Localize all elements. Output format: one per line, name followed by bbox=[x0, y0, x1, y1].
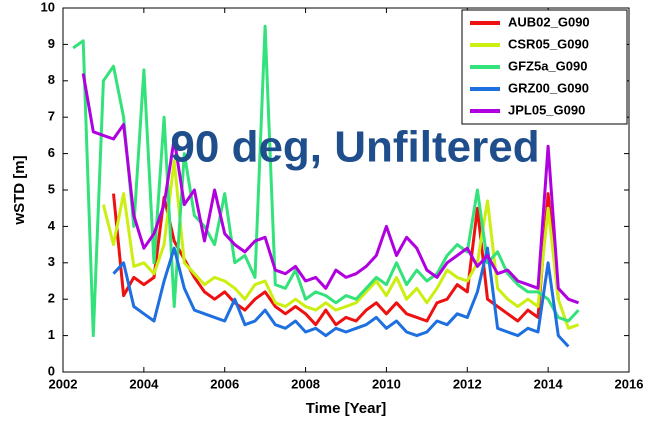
x-tick-label: 2008 bbox=[291, 376, 320, 391]
series-line bbox=[112, 246, 570, 348]
y-tick-label: 1 bbox=[48, 327, 55, 342]
y-tick-label: 2 bbox=[48, 291, 55, 306]
x-tick-label: 2010 bbox=[372, 376, 401, 391]
x-tick-label: 2012 bbox=[453, 376, 482, 391]
x-tick-label: 2006 bbox=[210, 376, 239, 391]
series-line bbox=[101, 159, 580, 330]
y-tick-label: 0 bbox=[48, 363, 55, 378]
legend-label: AUB02_G090 bbox=[508, 14, 590, 29]
y-tick-label: 8 bbox=[48, 72, 55, 87]
chart-title: 90 deg, Unfiltered bbox=[170, 123, 539, 172]
y-tick-label: 3 bbox=[48, 254, 55, 269]
y-tick-label: 5 bbox=[48, 181, 55, 196]
x-tick-label: 2014 bbox=[534, 376, 564, 391]
x-tick-label: 2016 bbox=[615, 376, 644, 391]
y-tick-label: 6 bbox=[48, 145, 55, 160]
y-tick-label: 10 bbox=[41, 0, 55, 14]
legend-label: GFZ5a_G090 bbox=[508, 58, 588, 73]
y-axis-label: wSTD [m] bbox=[11, 155, 28, 225]
legend-label: JPL05_G090 bbox=[508, 102, 585, 117]
legend-label: CSR05_G090 bbox=[508, 36, 589, 51]
x-tick-label: 2004 bbox=[129, 376, 159, 391]
legend-label: GRZ00_G090 bbox=[508, 80, 589, 95]
series-line bbox=[72, 24, 580, 338]
series-line bbox=[81, 73, 580, 305]
x-tick-label: 2002 bbox=[49, 376, 78, 391]
y-tick-label: 9 bbox=[48, 36, 55, 51]
x-axis-label: Time [Year] bbox=[306, 400, 387, 417]
y-tick-label: 7 bbox=[48, 109, 55, 124]
y-tick-label: 4 bbox=[48, 218, 56, 233]
